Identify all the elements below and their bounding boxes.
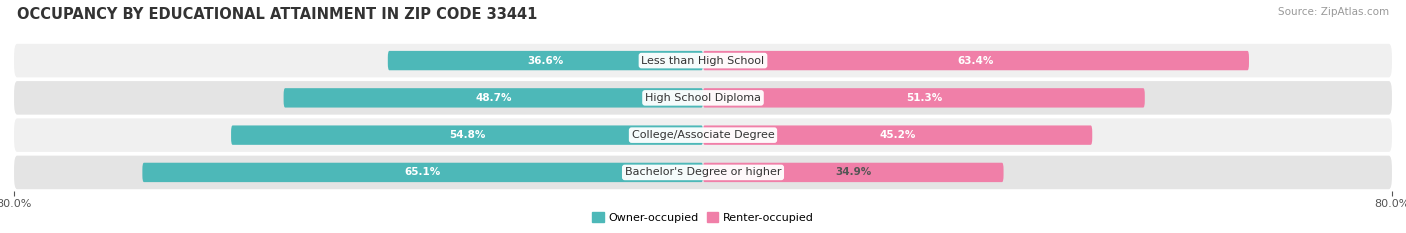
Text: OCCUPANCY BY EDUCATIONAL ATTAINMENT IN ZIP CODE 33441: OCCUPANCY BY EDUCATIONAL ATTAINMENT IN Z… <box>17 7 537 22</box>
FancyBboxPatch shape <box>703 88 1144 108</box>
FancyBboxPatch shape <box>14 118 1392 152</box>
Text: 63.4%: 63.4% <box>957 56 994 65</box>
FancyBboxPatch shape <box>703 125 1092 145</box>
Legend: Owner-occupied, Renter-occupied: Owner-occupied, Renter-occupied <box>592 212 814 223</box>
Text: 34.9%: 34.9% <box>835 168 872 177</box>
Text: 51.3%: 51.3% <box>905 93 942 103</box>
FancyBboxPatch shape <box>388 51 703 70</box>
FancyBboxPatch shape <box>14 44 1392 77</box>
Text: Less than High School: Less than High School <box>641 56 765 65</box>
Text: 48.7%: 48.7% <box>475 93 512 103</box>
Text: 36.6%: 36.6% <box>527 56 564 65</box>
FancyBboxPatch shape <box>703 163 1004 182</box>
FancyBboxPatch shape <box>14 156 1392 189</box>
FancyBboxPatch shape <box>703 51 1249 70</box>
FancyBboxPatch shape <box>231 125 703 145</box>
Text: College/Associate Degree: College/Associate Degree <box>631 130 775 140</box>
Text: Source: ZipAtlas.com: Source: ZipAtlas.com <box>1278 7 1389 17</box>
Text: 65.1%: 65.1% <box>405 168 441 177</box>
FancyBboxPatch shape <box>284 88 703 108</box>
FancyBboxPatch shape <box>142 163 703 182</box>
Text: Bachelor's Degree or higher: Bachelor's Degree or higher <box>624 168 782 177</box>
FancyBboxPatch shape <box>14 81 1392 115</box>
Text: 54.8%: 54.8% <box>449 130 485 140</box>
Text: 45.2%: 45.2% <box>879 130 915 140</box>
Text: High School Diploma: High School Diploma <box>645 93 761 103</box>
